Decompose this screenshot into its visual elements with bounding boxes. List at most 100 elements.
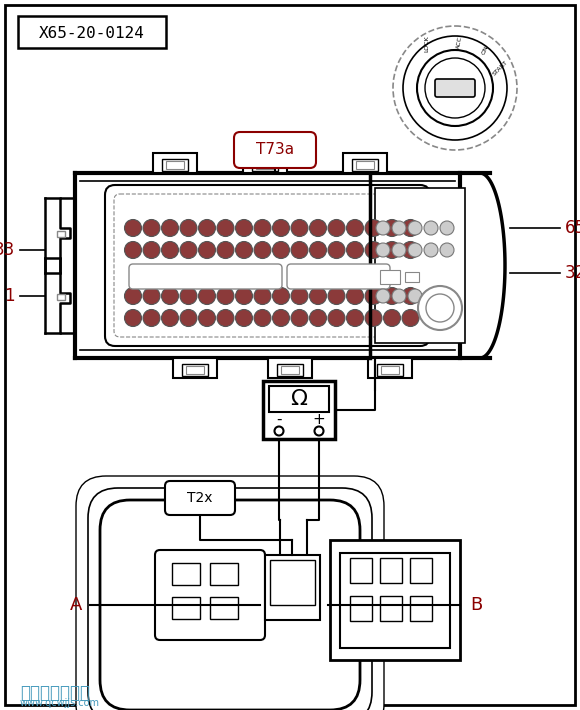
Bar <box>410 558 432 583</box>
Text: -: - <box>276 412 282 427</box>
Bar <box>243 153 287 173</box>
Circle shape <box>291 288 308 305</box>
Circle shape <box>254 241 271 258</box>
Circle shape <box>440 243 454 257</box>
FancyBboxPatch shape <box>129 264 282 289</box>
Circle shape <box>217 310 234 327</box>
Bar <box>352 159 378 171</box>
Bar <box>380 270 400 284</box>
Circle shape <box>365 241 382 258</box>
Bar <box>330 540 460 660</box>
FancyBboxPatch shape <box>165 481 235 515</box>
Bar <box>269 386 329 412</box>
Bar <box>57 294 65 300</box>
Circle shape <box>180 310 197 327</box>
Bar <box>356 161 374 169</box>
Circle shape <box>198 310 216 327</box>
FancyBboxPatch shape <box>234 132 316 168</box>
Text: 1: 1 <box>5 287 15 305</box>
Bar <box>340 553 450 648</box>
Circle shape <box>425 58 485 118</box>
Circle shape <box>198 241 216 258</box>
Bar <box>162 159 188 171</box>
Circle shape <box>161 310 179 327</box>
Circle shape <box>408 221 422 235</box>
Circle shape <box>310 241 327 258</box>
Bar <box>377 364 403 376</box>
FancyBboxPatch shape <box>88 488 372 710</box>
Circle shape <box>143 310 160 327</box>
Circle shape <box>217 288 234 305</box>
Circle shape <box>143 219 160 236</box>
Bar <box>57 231 65 237</box>
Circle shape <box>310 219 327 236</box>
Circle shape <box>383 288 401 305</box>
Text: ACC: ACC <box>456 36 463 49</box>
Circle shape <box>418 286 462 330</box>
Circle shape <box>291 241 308 258</box>
Bar <box>18 16 166 48</box>
Bar <box>281 366 299 374</box>
Circle shape <box>346 241 364 258</box>
Text: ON: ON <box>481 45 490 55</box>
Text: X65-20-0124: X65-20-0124 <box>39 26 145 40</box>
Bar <box>182 364 208 376</box>
Circle shape <box>403 36 507 140</box>
Bar <box>277 364 303 376</box>
Text: 65: 65 <box>565 219 580 237</box>
FancyBboxPatch shape <box>76 476 384 710</box>
Text: LOCK: LOCK <box>425 36 430 53</box>
Circle shape <box>392 243 406 257</box>
FancyBboxPatch shape <box>435 79 475 97</box>
Text: T73a: T73a <box>256 143 294 158</box>
Circle shape <box>328 288 345 305</box>
Circle shape <box>328 310 345 327</box>
Bar <box>210 597 238 619</box>
Circle shape <box>235 310 252 327</box>
Bar <box>172 563 200 585</box>
Circle shape <box>291 219 308 236</box>
Circle shape <box>328 241 345 258</box>
Bar <box>350 558 372 583</box>
Circle shape <box>417 50 493 126</box>
Circle shape <box>273 310 289 327</box>
Text: 汽车维修技术网: 汽车维修技术网 <box>20 684 90 702</box>
Circle shape <box>424 243 438 257</box>
Circle shape <box>161 219 179 236</box>
Circle shape <box>383 310 401 327</box>
Circle shape <box>402 310 419 327</box>
Bar <box>173 358 217 378</box>
Circle shape <box>365 219 382 236</box>
Bar <box>405 272 419 282</box>
Circle shape <box>365 288 382 305</box>
Circle shape <box>328 219 345 236</box>
Circle shape <box>376 289 390 303</box>
FancyBboxPatch shape <box>114 194 421 337</box>
Bar <box>380 596 402 621</box>
Circle shape <box>143 288 160 305</box>
Text: +: + <box>313 412 325 427</box>
Bar <box>268 358 312 378</box>
Circle shape <box>254 219 271 236</box>
Circle shape <box>198 288 216 305</box>
Circle shape <box>365 310 382 327</box>
Circle shape <box>402 241 419 258</box>
Circle shape <box>198 219 216 236</box>
Circle shape <box>143 241 160 258</box>
FancyBboxPatch shape <box>100 500 360 710</box>
Bar <box>350 596 372 621</box>
Text: T2x: T2x <box>187 491 213 505</box>
FancyBboxPatch shape <box>287 264 390 289</box>
FancyBboxPatch shape <box>155 550 265 640</box>
Circle shape <box>273 241 289 258</box>
Circle shape <box>235 219 252 236</box>
Circle shape <box>424 221 438 235</box>
Circle shape <box>217 219 234 236</box>
Bar <box>210 563 238 585</box>
Bar <box>368 358 412 378</box>
Circle shape <box>235 241 252 258</box>
Circle shape <box>161 241 179 258</box>
Circle shape <box>346 310 364 327</box>
Circle shape <box>180 288 197 305</box>
Circle shape <box>180 241 197 258</box>
